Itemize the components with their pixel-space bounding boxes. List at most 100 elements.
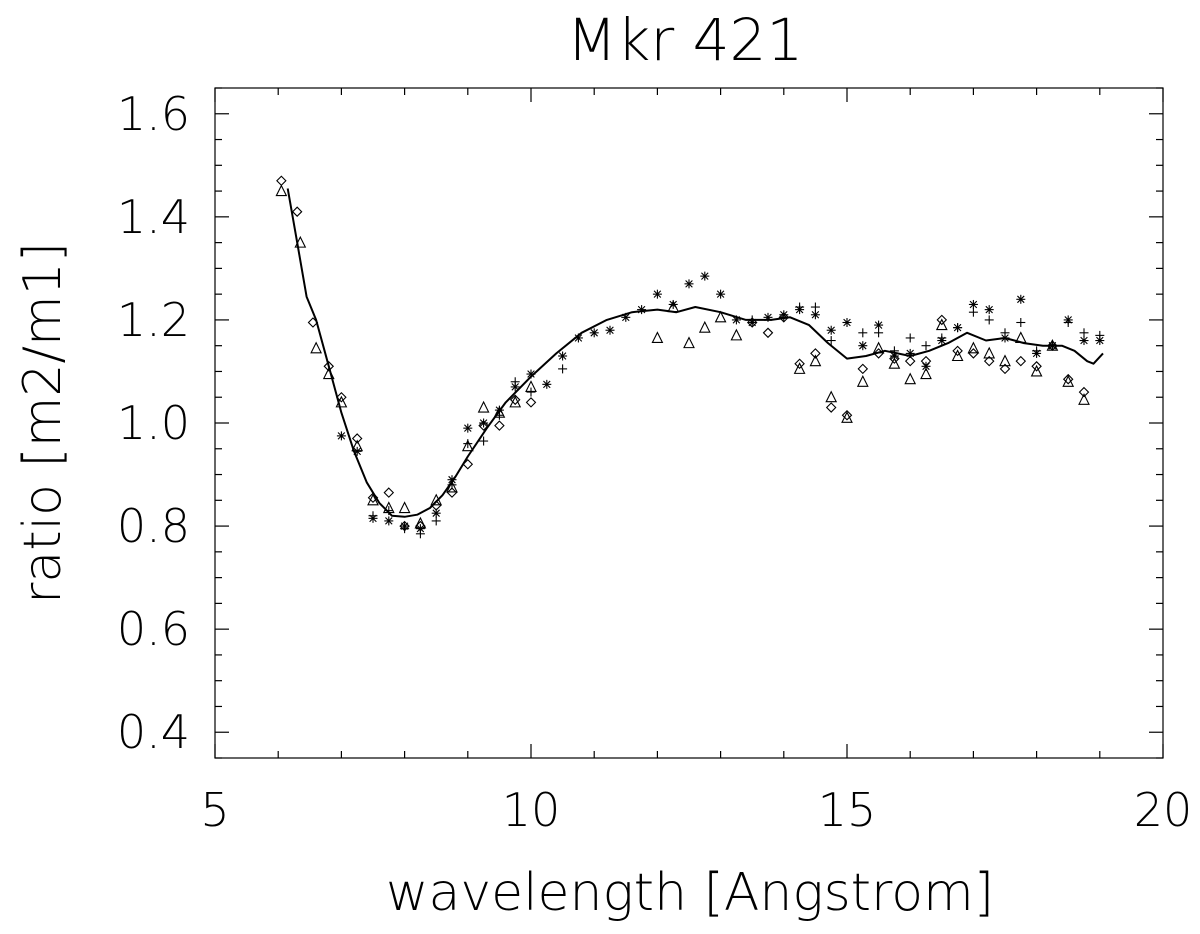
triangle-marker (509, 395, 522, 408)
asterisk-marker (826, 325, 836, 335)
y-tick-label: 0.4 (117, 705, 190, 759)
asterisk-marker (415, 524, 425, 534)
triangle-marker (367, 493, 379, 506)
asterisk-marker (921, 361, 931, 371)
diamond-marker (857, 363, 869, 375)
asterisk-marker (652, 289, 662, 299)
triangle-marker (730, 328, 743, 341)
asterisk-marker (684, 279, 694, 289)
triangle-marker (888, 357, 901, 369)
plus-marker (968, 307, 978, 317)
asterisk-marker (621, 312, 631, 322)
plus-marker (874, 328, 884, 338)
asterisk-marker (494, 405, 504, 415)
triangle-marker (999, 354, 1011, 367)
diamond-marker (383, 487, 395, 498)
diamond-marker (525, 397, 537, 408)
diamond-marker (494, 420, 505, 431)
triangle-marker (398, 501, 411, 514)
asterisk-marker (589, 328, 599, 338)
triangle-marker (1062, 375, 1075, 387)
plus-marker (826, 336, 836, 346)
diamond-marker (367, 492, 379, 504)
diamond-marker (889, 353, 900, 364)
triangle-marker (1030, 364, 1043, 377)
chart-title: Mkr 421 (567, 6, 804, 74)
triangle-marker (920, 367, 932, 380)
triangle-marker (294, 235, 307, 248)
triangle-marker (967, 341, 980, 354)
plus-marker (558, 364, 568, 374)
diamond-marker (1015, 355, 1027, 367)
plus-marker (984, 315, 994, 325)
asterisk-marker (542, 379, 552, 389)
plus-marker (479, 436, 489, 446)
x-tick-label: 15 (818, 783, 877, 837)
y-tick-label: 1.4 (117, 190, 190, 244)
y-tick-label: 1.0 (117, 396, 190, 450)
asterisk-marker (874, 320, 884, 330)
plus-marker (858, 328, 868, 338)
diamond-marker (794, 358, 805, 370)
diamond-marker (983, 355, 995, 367)
asterisk-marker (1032, 348, 1042, 358)
plus-marker (905, 333, 915, 343)
plus-marker (431, 516, 441, 526)
asterisk-marker (526, 369, 536, 379)
triangle-marker (714, 310, 727, 323)
asterisk-marker (968, 299, 978, 309)
diamond-marker (810, 348, 821, 359)
asterisk-marker (842, 318, 852, 327)
asterisk-marker (558, 351, 568, 361)
asterisk-marker (431, 508, 441, 518)
triangle-marker (935, 318, 948, 331)
diamond-marker (841, 409, 853, 421)
diamond-marker (446, 487, 458, 498)
diamond-marker (762, 327, 774, 339)
y-tick-label: 0.8 (117, 499, 190, 553)
diamond-marker (999, 363, 1011, 375)
asterisk-marker (668, 299, 678, 309)
triangle-marker (477, 400, 490, 413)
asterisk-marker (447, 475, 457, 485)
marker-layer (275, 175, 1105, 539)
asterisk-marker (336, 431, 346, 441)
axis-ticks (214, 87, 1164, 759)
asterisk-marker (731, 315, 741, 325)
plus-marker (1079, 328, 1089, 338)
x-tick-label: 10 (502, 783, 561, 837)
diamond-marker (873, 348, 884, 359)
asterisk-marker (400, 521, 410, 531)
axis-tick-labels: 5 10 15 20 0.4 0.6 0.8 1.0 1.2 1.4 1.6 (117, 87, 1192, 837)
asterisk-marker (889, 351, 899, 361)
diamond-marker (1062, 373, 1074, 385)
diamond-marker (307, 317, 319, 328)
diamond-marker (351, 433, 363, 444)
asterisk-marker (953, 323, 963, 333)
triangle-marker (951, 349, 964, 362)
asterisk-marker (747, 318, 757, 327)
triangle-marker (651, 331, 664, 344)
y-tick-label: 1.6 (117, 87, 190, 141)
x-axis-label: wavelength [Angstrom] (386, 863, 994, 923)
diamond-marker (291, 206, 303, 217)
diamond-marker (509, 394, 521, 406)
y-tick-label: 0.6 (117, 602, 190, 656)
diamond-marker (968, 348, 979, 359)
asterisk-marker (1063, 315, 1073, 325)
asterisk-marker (1095, 336, 1105, 346)
asterisk-marker (605, 325, 615, 335)
plus-marker (384, 506, 394, 516)
triangle-marker (446, 480, 458, 493)
asterisk-marker (1047, 341, 1057, 351)
asterisk-marker (795, 305, 805, 315)
asterisk-marker (637, 305, 647, 315)
asterisk-marker (779, 310, 789, 320)
curve-layer (286, 188, 1104, 518)
asterisk-marker (1000, 333, 1010, 343)
triangle-marker (1014, 331, 1027, 344)
diamond-marker (904, 355, 916, 367)
asterisk-marker (384, 516, 394, 526)
x-tick-label: 20 (1134, 783, 1193, 837)
asterisk-marker (463, 423, 473, 433)
